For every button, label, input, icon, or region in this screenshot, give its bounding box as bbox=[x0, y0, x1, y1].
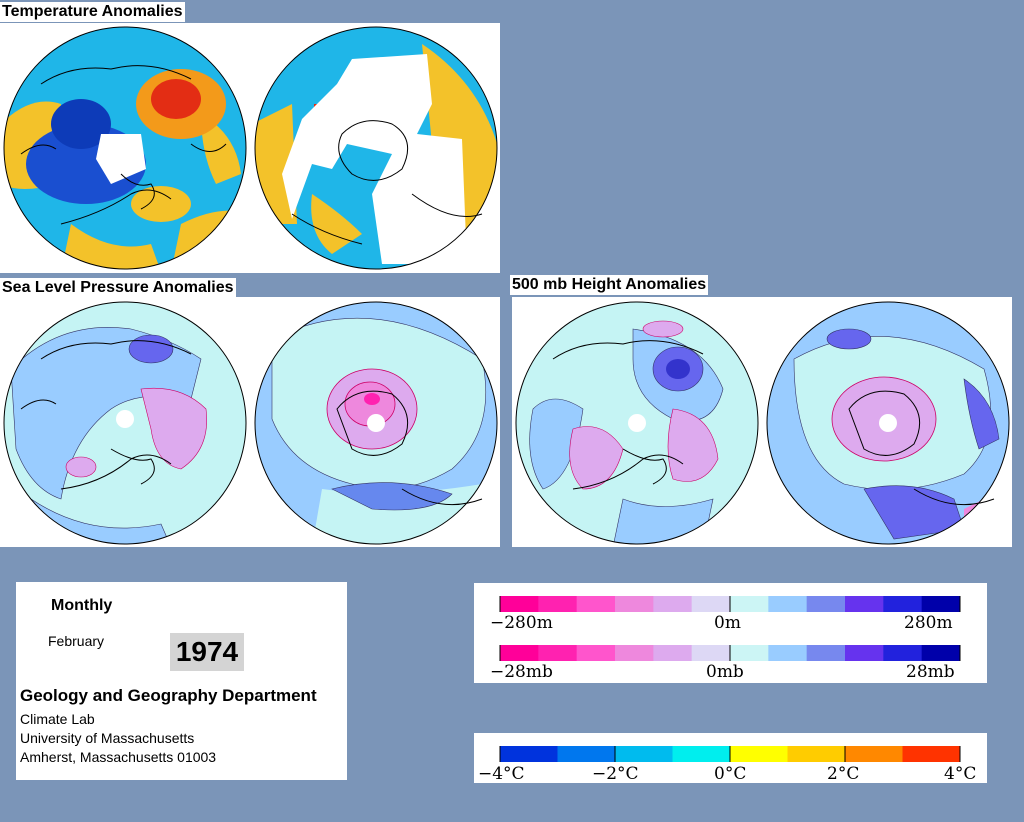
temperature-title: Temperature Anomalies bbox=[0, 2, 185, 22]
pressure-bar-swatch bbox=[845, 645, 884, 661]
pressure-bar-swatch bbox=[806, 645, 846, 661]
pressure-legend-right: 28mb bbox=[906, 662, 955, 682]
temp-tick-2: −2°C bbox=[592, 764, 639, 783]
height-pressure-legend-svg: −280m 0m 280m −28mb 0mb 28mb bbox=[490, 596, 961, 682]
temperature-legend: −4°C −2°C 0°C 2°C 4°C bbox=[474, 733, 987, 783]
height-map-south bbox=[766, 301, 1010, 545]
pressure-legend-left: −28mb bbox=[490, 662, 553, 682]
temp-tick-4: 2°C bbox=[827, 764, 859, 783]
pressure-bar-swatch bbox=[921, 645, 961, 661]
temperature-map-north bbox=[3, 26, 247, 270]
height-legend-right: 280m bbox=[904, 613, 953, 633]
pressure-bar-swatch bbox=[500, 645, 539, 661]
address-label: Amherst, Massachusetts 01003 bbox=[20, 749, 217, 765]
pressure-bar-swatch bbox=[730, 645, 769, 661]
pressure-bar-swatch bbox=[691, 645, 731, 661]
month-label: February bbox=[48, 633, 105, 649]
height-bar-swatch bbox=[653, 596, 693, 612]
height-bar-swatch bbox=[615, 596, 654, 612]
height-bar-swatch bbox=[500, 596, 539, 612]
temperature-bar-swatch bbox=[902, 746, 961, 762]
height-bar-swatch bbox=[691, 596, 731, 612]
height-bar-swatch bbox=[806, 596, 846, 612]
pressure-bar-swatch bbox=[615, 645, 654, 661]
height-bar-swatch bbox=[768, 596, 808, 612]
temp-tick-1: −4°C bbox=[478, 764, 525, 783]
height-map-north bbox=[515, 301, 759, 545]
pressure-bar-swatch bbox=[576, 645, 616, 661]
temperature-legend-svg: −4°C −2°C 0°C 2°C 4°C bbox=[478, 746, 976, 783]
department-label: Geology and Geography Department bbox=[20, 686, 317, 705]
height-title: 500 mb Height Anomalies bbox=[510, 275, 709, 295]
temperature-map-south bbox=[254, 26, 498, 270]
temperature-bar-swatch bbox=[845, 746, 903, 762]
temperature-bar-swatch bbox=[557, 746, 616, 762]
temperature-bar-swatch bbox=[730, 746, 788, 762]
pressure-bar-swatch bbox=[883, 645, 923, 661]
height-bar-swatch bbox=[730, 596, 769, 612]
height-bar-swatch bbox=[845, 596, 884, 612]
period-label: Monthly bbox=[51, 597, 113, 614]
height-legend-center: 0m bbox=[714, 613, 741, 633]
height-bar-swatch bbox=[883, 596, 923, 612]
pressure-bar-swatch bbox=[768, 645, 808, 661]
info-panel: Monthly February 1974 Geology and Geogra… bbox=[16, 582, 347, 780]
height-color-bar bbox=[499, 596, 961, 612]
height-bar-swatch bbox=[576, 596, 616, 612]
height-bar-swatch bbox=[538, 596, 578, 612]
lab-label: Climate Lab bbox=[20, 711, 95, 727]
temperature-color-bar bbox=[499, 746, 961, 762]
slp-title: Sea Level Pressure Anomalies bbox=[0, 278, 236, 298]
slp-map-south bbox=[254, 301, 498, 545]
height-legend-left: −280m bbox=[490, 613, 553, 633]
temperature-bar-swatch bbox=[615, 746, 673, 762]
university-label: University of Massachusetts bbox=[20, 730, 195, 746]
temperature-bar-swatch bbox=[787, 746, 846, 762]
year-badge: 1974 bbox=[170, 633, 244, 671]
temperature-bar-swatch bbox=[500, 746, 558, 762]
slp-map-north bbox=[3, 301, 247, 545]
temp-tick-3: 0°C bbox=[714, 764, 746, 783]
pressure-legend-center: 0mb bbox=[706, 662, 744, 682]
pressure-color-bar bbox=[499, 645, 961, 661]
temp-tick-5: 4°C bbox=[944, 764, 976, 783]
height-pressure-legend: −280m 0m 280m −28mb 0mb 28mb bbox=[474, 583, 987, 683]
pressure-bar-swatch bbox=[538, 645, 578, 661]
height-bar-swatch bbox=[921, 596, 961, 612]
temperature-bar-swatch bbox=[672, 746, 731, 762]
pressure-bar-swatch bbox=[653, 645, 693, 661]
